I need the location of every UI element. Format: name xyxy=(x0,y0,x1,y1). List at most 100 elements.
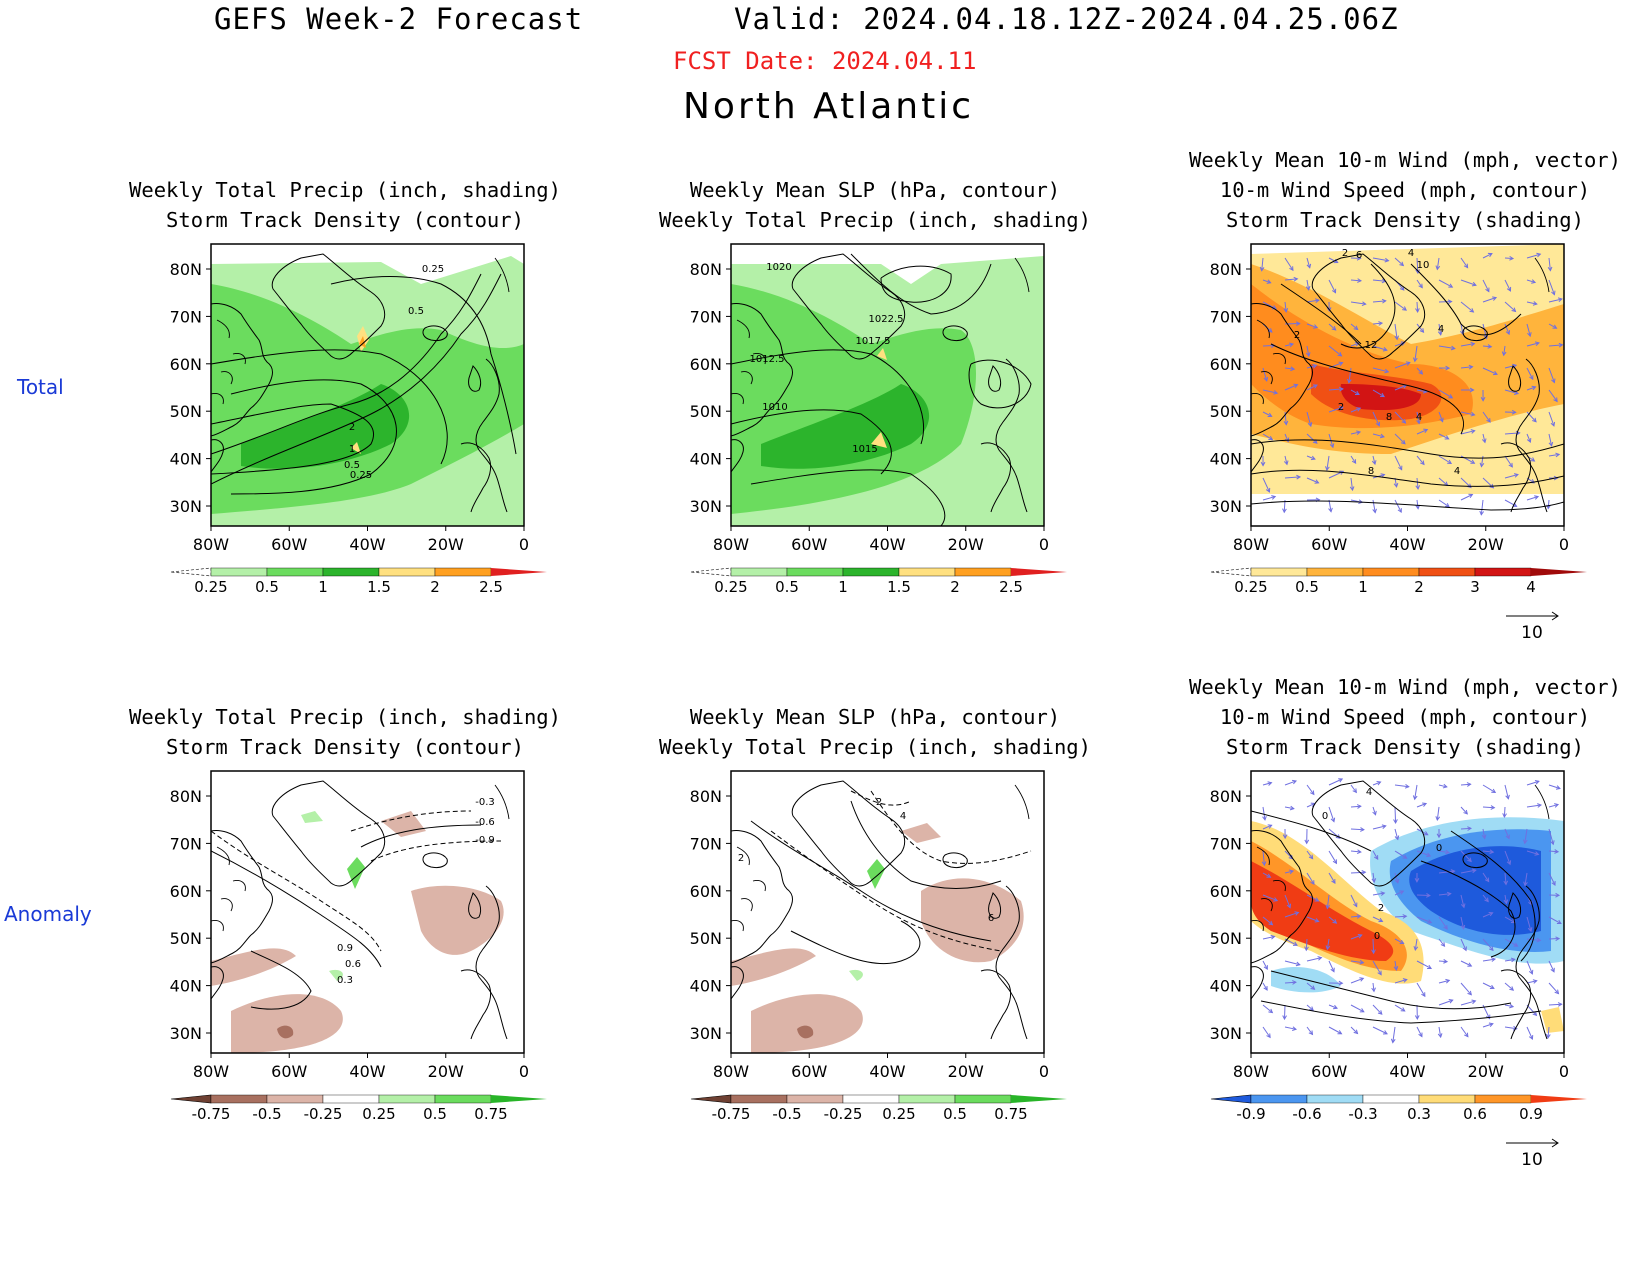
wind-vector-head xyxy=(1289,266,1294,272)
wind-vector-head xyxy=(1283,460,1289,466)
wind-vector xyxy=(1350,279,1362,282)
contour-label: 0.9 xyxy=(337,943,353,954)
contour-label: 8 xyxy=(1368,466,1374,477)
wind-vector-head xyxy=(1415,485,1421,491)
wind-vector xyxy=(1548,960,1555,973)
shaded-area xyxy=(867,859,885,889)
wind-vector xyxy=(1306,411,1312,427)
wind-vector-head xyxy=(1307,422,1313,428)
wind-vector xyxy=(1460,806,1468,815)
wind-vector xyxy=(1504,499,1517,507)
wind-vector xyxy=(1460,850,1472,862)
wind-vector-head xyxy=(1422,802,1428,807)
colorbar-segment xyxy=(1250,567,1308,577)
wind-vector xyxy=(1482,784,1496,793)
title-line: Weekly Mean SLP (hPa, contour) xyxy=(689,705,1061,729)
lon-label: 40W xyxy=(1389,1062,1425,1081)
reference-vector-label: 10 xyxy=(1521,623,1543,643)
wind-vector-head xyxy=(1528,1035,1534,1040)
wind-vector xyxy=(1328,960,1335,972)
wind-vector xyxy=(1372,850,1379,860)
wind-vector-head xyxy=(1413,946,1419,951)
wind-vector xyxy=(1438,960,1448,963)
wind-vector-head xyxy=(1361,870,1367,875)
wind-vector-head xyxy=(1295,961,1301,967)
wind-vector xyxy=(1504,938,1518,947)
shaded-area xyxy=(751,994,863,1053)
contour-line xyxy=(211,830,382,952)
wind-vector xyxy=(1482,912,1493,918)
wind-vector xyxy=(1482,433,1486,443)
wind-vector-head xyxy=(1531,385,1537,391)
wind-vector-head xyxy=(1353,1029,1359,1035)
wind-vector-head xyxy=(1471,868,1477,874)
wind-vector-head xyxy=(1548,441,1554,447)
wind-vector-head xyxy=(1415,504,1421,510)
colorbar-label: 0.5 xyxy=(943,1105,967,1123)
colorbar-label: 0.3 xyxy=(1407,1105,1431,1123)
wind-vector xyxy=(1548,872,1556,886)
wind-vector-head xyxy=(1558,342,1564,348)
wind-vector-head xyxy=(1330,817,1336,823)
wind-vector xyxy=(1438,499,1450,508)
colorbar-label: -0.25 xyxy=(824,1105,863,1123)
colorbar-label: 4 xyxy=(1526,578,1536,596)
colorbar-label: 2 xyxy=(1414,578,1424,596)
wind-vector xyxy=(1306,384,1318,391)
contour-label: 1020 xyxy=(766,262,791,273)
wind-vector-head xyxy=(1399,939,1405,945)
lat-label: 60N xyxy=(170,355,202,374)
wind-vector-head xyxy=(1261,861,1267,867)
contour-label: 4 xyxy=(1438,324,1444,335)
wind-vector-head xyxy=(1356,430,1362,435)
lat-label: 60N xyxy=(170,882,202,901)
wind-vector-head xyxy=(1481,834,1487,840)
wind-vector xyxy=(1394,784,1409,788)
title-line: Weekly Mean 10-m Wind (mph, vector) xyxy=(1189,148,1621,172)
wind-vector-head xyxy=(1503,880,1509,886)
wind-vector-head xyxy=(1359,1008,1365,1013)
wind-vector xyxy=(1482,1023,1494,1028)
wind-vector xyxy=(1460,1000,1476,1006)
wind-vector-head xyxy=(1378,917,1384,923)
wind-vector-head xyxy=(1267,781,1273,786)
wind-vector xyxy=(1394,1004,1405,1012)
lat-label: 40N xyxy=(1210,450,1242,469)
contour-label: 1022.5 xyxy=(869,314,904,325)
wind-vector-head xyxy=(1487,344,1493,349)
lon-label: 20W xyxy=(948,1062,984,1081)
contour-label: 1015 xyxy=(852,444,877,455)
wind-vector xyxy=(1416,389,1427,393)
wind-vector-head xyxy=(1268,920,1274,926)
wind-vector xyxy=(1438,916,1448,930)
colorbar-label: 0.75 xyxy=(474,1105,507,1123)
wind-vector-head xyxy=(1511,307,1517,313)
wind-vector xyxy=(1372,257,1389,262)
wind-vector xyxy=(1438,323,1442,335)
wind-vector-head xyxy=(1259,266,1265,272)
wind-vector xyxy=(1504,389,1519,395)
colorbar-segment xyxy=(434,567,492,577)
wind-vector xyxy=(1460,301,1474,313)
panel-title-anom-precip-storm: Weekly Total Precip (inch, shading) Stor… xyxy=(129,702,561,762)
wind-vector xyxy=(1261,257,1264,271)
wind-vector xyxy=(1460,869,1476,874)
wind-vector-head xyxy=(1550,421,1556,427)
wind-vector xyxy=(1394,499,1402,513)
lon-label: 20W xyxy=(1468,1062,1504,1081)
wind-vector-head xyxy=(1551,290,1556,296)
wind-vector-head xyxy=(1448,283,1454,288)
wind-vector xyxy=(1394,938,1404,944)
wind-vector xyxy=(1460,1026,1469,1037)
wind-vector-head xyxy=(1308,854,1314,860)
wind-vector-head xyxy=(1353,325,1359,331)
wind-vector-head xyxy=(1437,330,1443,336)
wind-vector xyxy=(1482,297,1497,303)
wind-vector xyxy=(1305,938,1308,951)
wind-vector-head xyxy=(1448,999,1454,1004)
wind-vector-head xyxy=(1460,924,1466,930)
colorbar-segment xyxy=(730,1094,788,1104)
wind-vector-head xyxy=(1375,421,1381,427)
wind-vector-head xyxy=(1445,978,1451,984)
wind-vector-head xyxy=(1511,409,1517,415)
